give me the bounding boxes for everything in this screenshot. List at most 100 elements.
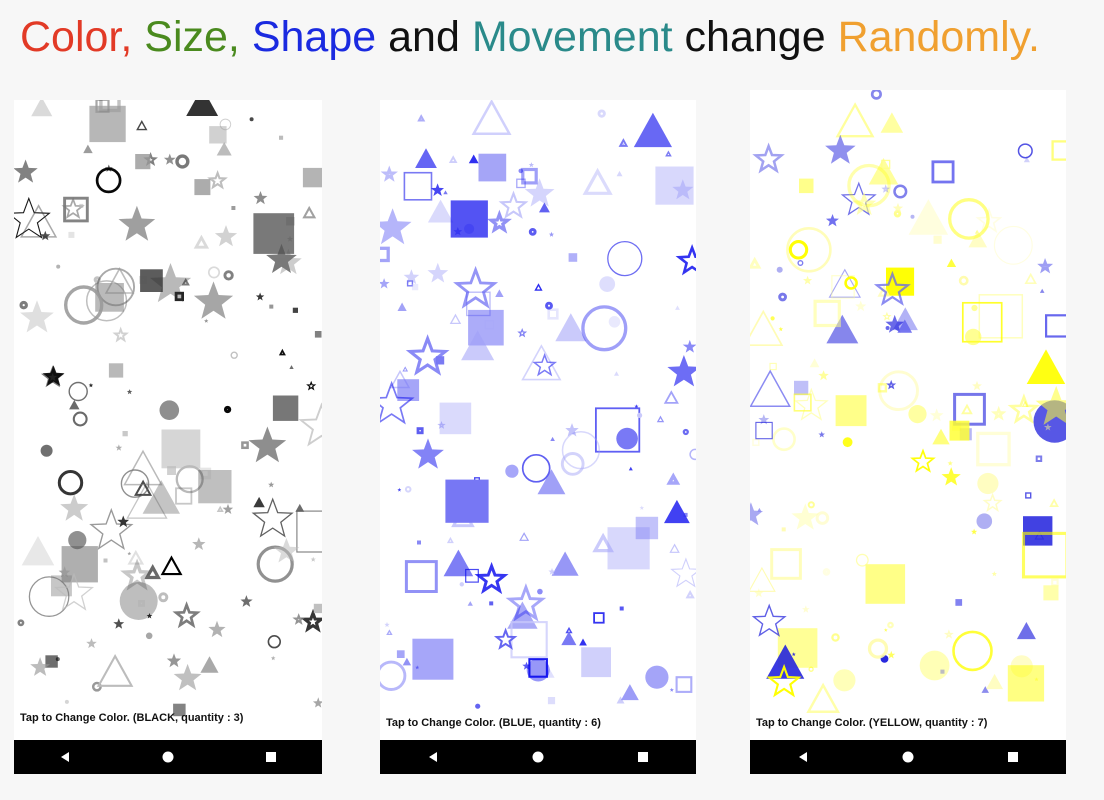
shape-circle [267,634,281,649]
status-caption: Tap to Change Color. (BLUE, quantity : 6… [386,717,601,729]
android-nav-bar [14,740,322,774]
phone-screen-blue[interactable]: Tap to Change Color. (BLUE, quantity : 6… [380,100,696,774]
phone-screen-black[interactable]: Tap to Change Color. (BLACK, quantity : … [14,100,322,774]
shape-circle [867,638,889,659]
shape-star [115,444,123,451]
home-circle-icon[interactable] [888,740,928,774]
shape-circle [948,198,990,240]
shape-triangle [386,629,393,636]
phone-screen-yellow[interactable]: Tap to Change Color. (YELLOW, quantity :… [750,90,1066,774]
shape-star [172,601,201,629]
shape-square [122,431,128,437]
shape-square [314,331,322,338]
shape-star [380,380,415,425]
shape-circle [505,464,519,478]
shape-star [310,556,316,562]
shape-square [466,291,491,317]
shape-square [655,166,694,205]
shape-star [791,503,819,530]
shape-square [302,167,322,188]
shape-square [194,179,211,196]
shape-circle [637,412,643,418]
shape-triangle [216,142,232,156]
shape-circle [380,660,407,691]
shape-square [51,575,72,597]
recents-square-icon[interactable] [623,740,663,774]
shape-square [272,395,299,421]
shape-square [89,105,126,143]
shape-square [1051,140,1066,161]
shape-square [940,669,945,674]
shape-triangle [579,638,587,646]
shape-circle [475,703,481,709]
shape-star [532,352,558,377]
shape-circle [807,501,815,509]
shape-star [150,263,192,303]
home-circle-icon[interactable] [148,740,188,774]
shape-star [1007,393,1041,424]
back-triangle-icon[interactable] [45,740,85,774]
shape-triangle [685,590,695,599]
shape-square [1051,578,1059,587]
shape-star [253,191,268,205]
shape-triangle [397,302,407,312]
shape-star [825,213,839,227]
android-nav-bar [750,740,1066,774]
shape-square [68,231,75,238]
shape-triangle [551,551,579,576]
shape-square [813,299,841,328]
shape-star [667,355,696,387]
shape-circle [855,553,869,567]
shape-star [61,196,85,219]
shape-circle [1017,143,1033,159]
shape-star [292,613,306,625]
shape-circle [581,305,628,352]
shape-star [40,230,51,241]
shape-triangle [809,358,820,368]
shape-square [173,703,186,717]
back-triangle-icon[interactable] [413,740,453,774]
headline-word-randomly: Randomly. [837,13,1040,61]
shape-circle [518,168,524,174]
shape-triangle [69,400,80,410]
shape-star [1035,385,1066,425]
shape-star [887,650,896,659]
shape-circle [831,633,840,642]
shape-triangle [1026,349,1066,384]
shape-square [292,307,298,313]
shape-circle [689,448,696,461]
recents-square-icon[interactable] [251,740,291,774]
shape-circle [119,582,158,620]
shape-square [397,379,420,401]
shape-triangle [666,472,681,485]
shape-star [885,314,905,333]
shape-circle [560,452,585,476]
shape-circle [607,240,643,277]
shape-star [754,588,764,598]
shape-circle [885,326,890,330]
shape-triangle [750,369,791,408]
shape-star [427,262,449,283]
recents-square-icon[interactable] [993,740,1033,774]
shape-star [89,507,134,551]
shape-star [883,628,888,632]
shape-star [855,300,867,312]
shape-circle [770,316,775,321]
shape-circle [887,621,894,629]
shape-star [207,170,228,190]
shape-triangle [550,436,555,441]
back-triangle-icon[interactable] [783,740,823,774]
shape-circle [223,270,234,281]
shape-star [300,608,322,633]
shape-triangle [618,138,629,147]
shape-square [439,402,472,435]
shape-square [635,516,659,540]
shape-star [146,613,153,619]
shape-circle [28,576,70,617]
shapes-canvas[interactable] [380,100,696,740]
shapes-canvas[interactable] [14,100,322,740]
shape-star [825,134,856,164]
shapes-canvas[interactable] [750,90,1066,740]
home-circle-icon[interactable] [518,740,558,774]
shape-triangle [633,112,672,148]
